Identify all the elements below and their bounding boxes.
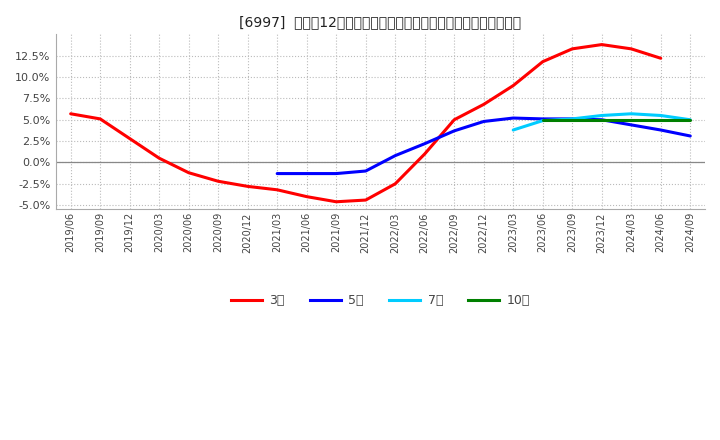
Line: 5年: 5年 bbox=[277, 118, 690, 173]
5年 bbox=[598, 117, 606, 122]
3年 bbox=[598, 42, 606, 47]
10年 bbox=[568, 117, 577, 122]
Legend: 3年, 5年, 7年, 10年: 3年, 5年, 7年, 10年 bbox=[225, 289, 536, 312]
3年 bbox=[657, 55, 665, 61]
3年 bbox=[361, 198, 370, 203]
7年 bbox=[539, 118, 547, 123]
3年 bbox=[273, 187, 282, 192]
7年 bbox=[509, 127, 518, 132]
3年 bbox=[184, 170, 193, 176]
10年 bbox=[657, 117, 665, 122]
3年 bbox=[568, 46, 577, 51]
5年 bbox=[302, 171, 311, 176]
3年 bbox=[539, 59, 547, 64]
10年 bbox=[598, 117, 606, 122]
10年 bbox=[686, 117, 695, 122]
Line: 7年: 7年 bbox=[513, 114, 690, 130]
7年 bbox=[657, 113, 665, 118]
Title: [6997]  売上高12か月移動合計の対前年同期増減率の平均値の推移: [6997] 売上高12か月移動合計の対前年同期増減率の平均値の推移 bbox=[240, 15, 521, 29]
5年 bbox=[480, 119, 488, 124]
3年 bbox=[627, 46, 636, 51]
3年 bbox=[420, 151, 429, 157]
3年 bbox=[509, 83, 518, 88]
5年 bbox=[539, 116, 547, 121]
7年 bbox=[686, 117, 695, 122]
3年 bbox=[96, 116, 104, 121]
3年 bbox=[66, 111, 75, 117]
5年 bbox=[627, 122, 636, 128]
5年 bbox=[657, 127, 665, 132]
5年 bbox=[509, 115, 518, 121]
3年 bbox=[391, 181, 400, 187]
5年 bbox=[420, 141, 429, 147]
3年 bbox=[243, 184, 252, 189]
3年 bbox=[125, 136, 134, 141]
3年 bbox=[302, 194, 311, 199]
5年 bbox=[361, 169, 370, 174]
Line: 3年: 3年 bbox=[71, 44, 661, 202]
7年 bbox=[598, 113, 606, 118]
5年 bbox=[273, 171, 282, 176]
3年 bbox=[155, 156, 163, 161]
5年 bbox=[391, 153, 400, 158]
5年 bbox=[568, 116, 577, 121]
3年 bbox=[332, 199, 341, 205]
10年 bbox=[627, 117, 636, 122]
3年 bbox=[450, 117, 459, 122]
10年 bbox=[539, 117, 547, 122]
5年 bbox=[686, 133, 695, 139]
3年 bbox=[480, 102, 488, 107]
7年 bbox=[627, 111, 636, 117]
5年 bbox=[450, 128, 459, 133]
5年 bbox=[332, 171, 341, 176]
3年 bbox=[214, 179, 222, 184]
7年 bbox=[568, 116, 577, 121]
